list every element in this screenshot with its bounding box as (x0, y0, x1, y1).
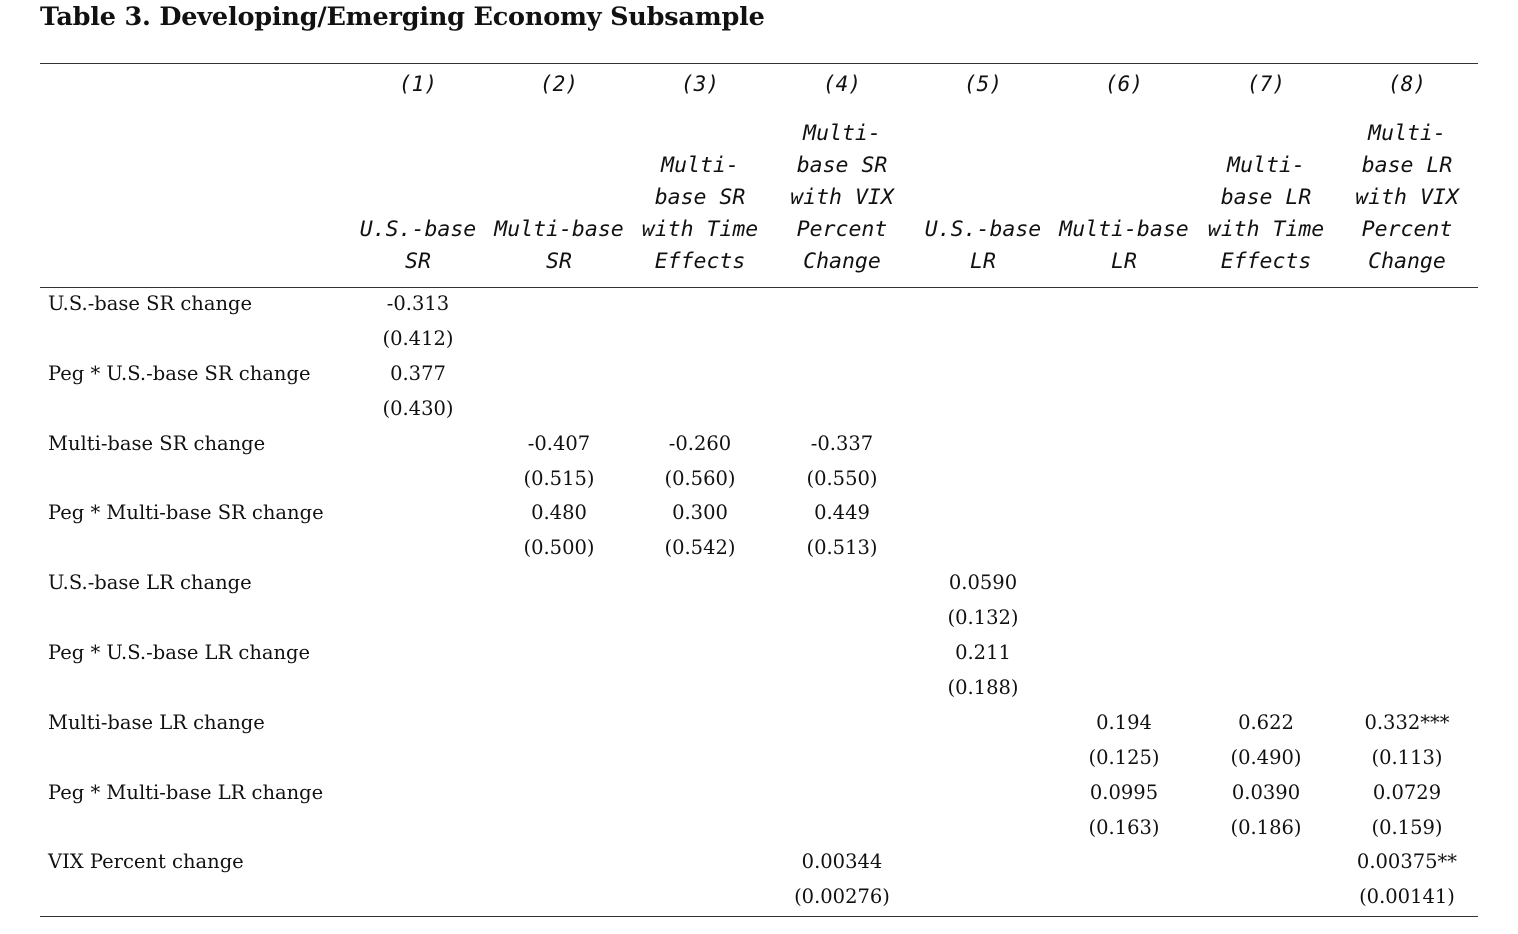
coefficient-cell: 0.00344 (801, 850, 883, 873)
coefficient-cell: 0.00375** (1356, 850, 1458, 873)
standard-error-cell: (0.550) (806, 467, 878, 490)
coefficient-cell: 0.300 (672, 501, 728, 524)
coefficient-cell: 0.449 (814, 501, 870, 524)
standard-error-cell: (0.513) (806, 536, 878, 559)
standard-error-cell: (0.163) (1088, 816, 1160, 839)
column-number: (6) (1105, 72, 1143, 96)
row-label: Peg * U.S.-base LR change (48, 641, 311, 664)
coefficient-cell: -0.337 (810, 432, 874, 455)
column-header: Multi- base SR with VIX Percent Change (790, 121, 894, 274)
row-label: Peg * Multi-base SR change (48, 501, 324, 524)
coefficient-cell: 0.0590 (948, 571, 1018, 594)
column-header: U.S.-base LR (924, 217, 1042, 274)
standard-error-cell: (0.186) (1230, 816, 1302, 839)
row-label: Multi-base LR change (48, 711, 265, 734)
standard-error-cell: (0.00141) (1359, 885, 1455, 908)
standard-error-cell: (0.560) (664, 467, 736, 490)
standard-error-cell: (0.159) (1371, 816, 1443, 839)
coefficient-cell: 0.377 (390, 362, 446, 385)
column-number: (3) (681, 72, 719, 96)
bottom-rule (40, 916, 1478, 917)
table-title: Table 3. Developing/Emerging Economy Sub… (40, 2, 765, 32)
row-label: U.S.-base LR change (48, 571, 252, 594)
column-header: Multi- base LR with Time Effects (1207, 153, 1325, 274)
column-number: (2) (540, 72, 578, 96)
column-header: Multi- base SR with Time Effects (641, 153, 759, 274)
row-label: Peg * Multi-base LR change (48, 781, 324, 804)
row-label: Multi-base SR change (48, 432, 266, 455)
coefficient-cell: 0.0390 (1231, 781, 1301, 804)
coefficient-cell: -0.260 (668, 432, 732, 455)
standard-error-cell: (0.125) (1088, 746, 1160, 769)
coefficient-cell: 0.0995 (1089, 781, 1159, 804)
coefficient-cell: 0.480 (531, 501, 587, 524)
standard-error-cell: (0.132) (947, 606, 1019, 629)
standard-error-cell: (0.430) (382, 397, 454, 420)
column-number: (7) (1247, 72, 1285, 96)
coefficient-cell: -0.407 (527, 432, 591, 455)
standard-error-cell: (0.188) (947, 676, 1019, 699)
standard-error-cell: (0.490) (1230, 746, 1302, 769)
coefficient-cell: 0.332*** (1364, 711, 1450, 734)
coefficient-cell: 0.194 (1096, 711, 1152, 734)
standard-error-cell: (0.00276) (794, 885, 890, 908)
column-number: (8) (1388, 72, 1426, 96)
column-number: (4) (823, 72, 861, 96)
row-label: U.S.-base SR change (48, 292, 253, 315)
standard-error-cell: (0.542) (664, 536, 736, 559)
standard-error-cell: (0.500) (523, 536, 595, 559)
column-header: Multi- base LR with VIX Percent Change (1355, 121, 1459, 274)
row-label: VIX Percent change (48, 850, 244, 873)
column-number: (1) (399, 72, 437, 96)
standard-error-cell: (0.515) (523, 467, 595, 490)
coefficient-cell: 0.0729 (1372, 781, 1442, 804)
column-number: (5) (964, 72, 1002, 96)
column-header: Multi-base LR (1059, 217, 1189, 274)
column-header: Multi-base SR (494, 217, 624, 274)
coefficient-cell: 0.211 (955, 641, 1011, 664)
header-rule (40, 287, 1478, 288)
coefficient-cell: 0.622 (1238, 711, 1294, 734)
standard-error-cell: (0.412) (382, 327, 454, 350)
coefficient-cell: -0.313 (386, 292, 450, 315)
standard-error-cell: (0.113) (1371, 746, 1443, 769)
column-header: U.S.-base SR (359, 217, 477, 274)
top-rule (40, 63, 1478, 64)
row-label: Peg * U.S.-base SR change (48, 362, 311, 385)
